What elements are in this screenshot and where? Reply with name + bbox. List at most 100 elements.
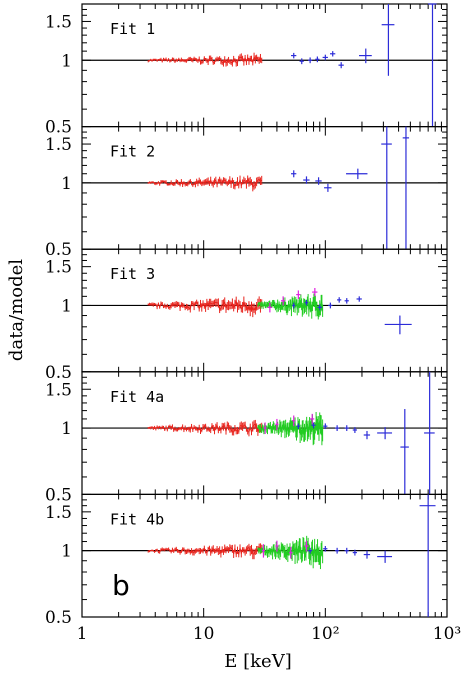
series-blue — [307, 494, 436, 617]
y-tick-label: 1.5 — [45, 380, 72, 400]
data-point — [289, 546, 293, 559]
data-point — [291, 52, 297, 59]
data-point — [352, 427, 357, 433]
data-point — [323, 423, 328, 430]
y-tick-label: 1.5 — [45, 258, 72, 278]
panel-4: 1.5 1 0.5 Fit 4a — [45, 371, 448, 505]
series-green — [257, 411, 324, 446]
data-trace — [148, 423, 263, 434]
panel-2: 1.5 1 0.5 Fit 2 — [45, 125, 448, 260]
y-tick-label: 1 — [61, 174, 72, 194]
data-point — [307, 57, 313, 64]
data-point — [337, 297, 342, 303]
data-point — [312, 288, 318, 297]
data-point — [280, 296, 286, 306]
y-tick-label: 1.5 — [45, 135, 72, 155]
y-tick-label: 0.5 — [45, 363, 72, 383]
data-point — [352, 549, 357, 556]
panel-1: 1.5 1 0.5 Fit 1 — [45, 3, 448, 138]
data-point — [334, 547, 340, 554]
data-point — [307, 547, 313, 554]
data-point — [377, 427, 393, 440]
data-point — [291, 170, 297, 178]
x-tick-label: 10³ — [433, 624, 461, 644]
panel-5: 1.5 1 0.5 Fit 4b — [45, 493, 448, 628]
data-point — [304, 540, 309, 552]
data-trace — [257, 299, 324, 313]
y-tick-label: 1 — [61, 419, 72, 439]
data-point — [338, 62, 344, 69]
data-point — [328, 302, 333, 309]
series-red — [147, 296, 263, 318]
data-point — [381, 4, 395, 76]
series-blue — [296, 371, 435, 495]
series-red — [147, 543, 263, 560]
series-red — [147, 175, 263, 192]
y-tick-label: 0.5 — [45, 240, 72, 260]
series-blue — [291, 126, 410, 250]
data-trace — [148, 55, 263, 65]
y-tick-label: 0.5 — [45, 118, 72, 138]
data-point — [428, 3, 437, 127]
series-blue — [292, 296, 412, 335]
y-tick-label: 1 — [61, 51, 72, 71]
data-point — [344, 298, 349, 304]
panel-label: Fit 2 — [110, 143, 155, 161]
data-point — [400, 409, 409, 495]
x-axis-label: E [keV] — [224, 651, 291, 672]
data-point — [344, 425, 349, 431]
data-point — [296, 423, 300, 430]
data-point — [346, 168, 368, 180]
x-tick-label: 10² — [311, 624, 339, 644]
series-green — [257, 293, 324, 320]
data-point — [330, 51, 336, 57]
data-point — [334, 425, 340, 431]
series-magenta — [261, 540, 309, 559]
y-axis-label: data/model — [6, 259, 27, 361]
data-point — [292, 415, 296, 427]
x-tick-label: 1 — [77, 624, 88, 644]
data-point — [344, 547, 349, 554]
data-point — [303, 176, 310, 184]
data-point — [275, 540, 279, 552]
y-tick-label: 1.5 — [45, 12, 72, 32]
data-point — [275, 418, 279, 430]
data-point — [402, 126, 410, 250]
series-magenta — [263, 413, 315, 434]
data-point — [263, 422, 267, 434]
data-point — [324, 183, 332, 192]
data-point — [299, 58, 304, 65]
panel-3: 1.5 1 0.5 Fit 3 — [45, 248, 448, 383]
data-point — [363, 550, 371, 559]
data-point — [323, 545, 328, 552]
data-point — [304, 299, 309, 306]
data-point — [267, 302, 272, 313]
data-point — [377, 550, 393, 563]
data-point — [322, 54, 328, 61]
panel-label: Fit 4a — [110, 388, 164, 406]
data-point — [381, 126, 392, 250]
y-tick-label: 1 — [61, 296, 72, 316]
data-trace — [148, 299, 263, 312]
panel-label: Fit 1 — [110, 20, 155, 38]
x-tick-label: 10 — [193, 624, 215, 644]
data-point — [363, 430, 371, 440]
y-tick-label: 1 — [61, 542, 72, 562]
panel-label: Fit 3 — [110, 265, 155, 283]
panel-label: Fit 4b — [110, 510, 164, 528]
data-point — [296, 290, 301, 299]
data-point — [292, 302, 296, 309]
data-point — [317, 304, 322, 311]
data-point — [384, 315, 412, 335]
series-blue — [291, 3, 437, 127]
data-point — [315, 177, 322, 185]
series-red — [147, 419, 263, 437]
data-point — [261, 544, 266, 558]
data-point — [424, 371, 435, 495]
data-point — [419, 494, 436, 617]
data-point — [356, 296, 362, 302]
series-magenta — [267, 288, 318, 313]
panel-annotation-b: b — [112, 569, 130, 602]
